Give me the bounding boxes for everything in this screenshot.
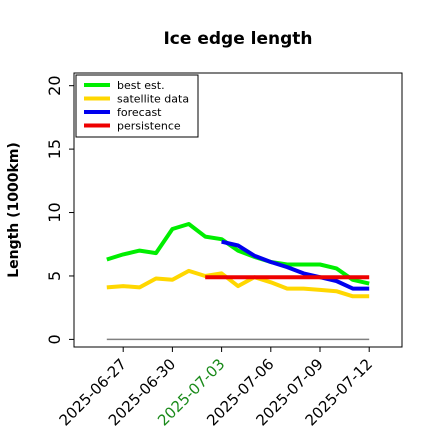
y-axis-label: Length (1000km) (6, 142, 22, 278)
plot-frame (73, 72, 403, 348)
series-line-satellite-data (106, 268, 370, 299)
legend-label: best est. (117, 79, 165, 92)
y-tick-label: 10 (45, 202, 64, 222)
y-tick-label: 0 (45, 334, 64, 344)
legend-label: forecast (117, 106, 162, 119)
y-tick-label: 15 (45, 139, 64, 159)
chart-title: Ice edge length (163, 29, 312, 49)
series-line-best-est- (106, 222, 370, 286)
legend-label: persistence (117, 120, 181, 133)
legend-label: satellite data (117, 93, 189, 106)
y-tick-label: 20 (45, 76, 64, 96)
legend: best est.satellite dataforecastpersisten… (75, 74, 199, 138)
series-line-forecast (221, 239, 370, 291)
y-tick-label: 5 (45, 271, 64, 281)
